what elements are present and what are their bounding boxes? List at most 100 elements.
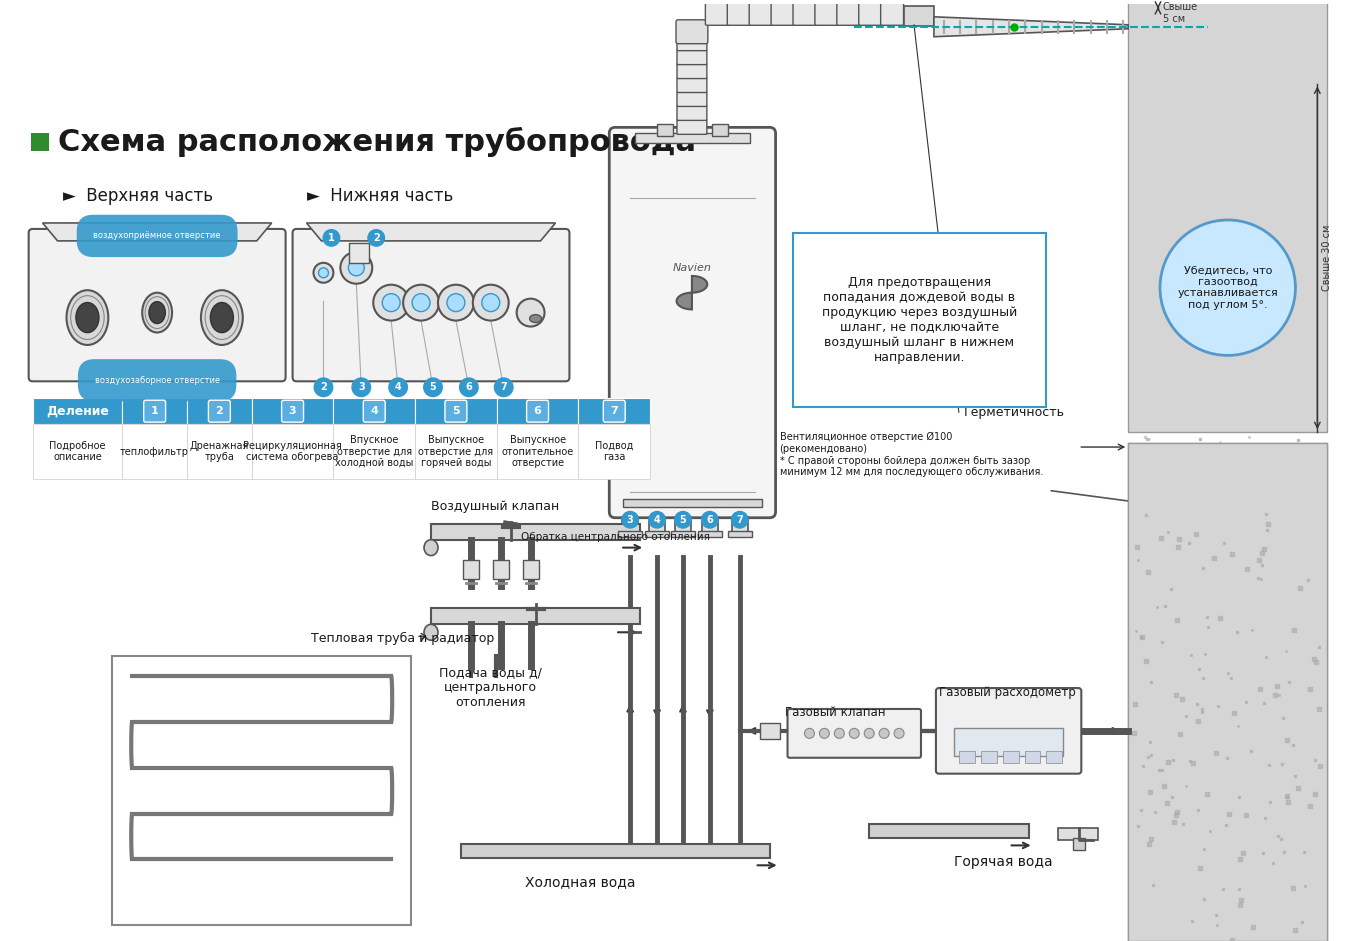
Text: 3: 3 [289, 407, 297, 416]
Bar [1047, 751, 1063, 763]
Text: Подвод
газа: Подвод газа [595, 440, 634, 462]
Bar [712, 124, 727, 136]
FancyBboxPatch shape [881, 0, 904, 25]
Bar [31, 134, 49, 152]
Text: воздухозаборное отверстие: воздухозаборное отверстие [94, 375, 220, 385]
Circle shape [351, 377, 371, 397]
Circle shape [367, 229, 386, 247]
Circle shape [701, 511, 719, 529]
Text: Свыше 30 см: Свыше 30 см [1322, 225, 1333, 291]
Text: 6: 6 [534, 407, 541, 416]
Circle shape [494, 377, 514, 397]
Bar [188, 398, 252, 424]
FancyBboxPatch shape [603, 400, 625, 423]
Circle shape [318, 268, 328, 278]
Circle shape [894, 728, 904, 739]
FancyBboxPatch shape [677, 91, 707, 106]
Bar [32, 424, 123, 479]
Circle shape [473, 285, 509, 321]
Bar [349, 243, 370, 263]
Text: Обратка центрального отопления: Обратка центрального отопления [521, 532, 710, 542]
Text: Navien: Navien [673, 263, 711, 273]
FancyBboxPatch shape [677, 36, 707, 51]
FancyBboxPatch shape [815, 0, 838, 25]
FancyBboxPatch shape [677, 50, 707, 65]
Bar [32, 398, 123, 424]
Text: Рециркуляционная
система обогрева: Рециркуляционная система обогрева [243, 440, 341, 462]
Text: 2: 2 [216, 407, 223, 416]
Text: ►  Нижняя часть: ► Нижняя часть [306, 187, 453, 205]
Circle shape [517, 298, 545, 327]
Bar [579, 424, 650, 479]
Bar [1128, 0, 1327, 432]
Ellipse shape [424, 539, 438, 555]
FancyBboxPatch shape [28, 229, 286, 381]
Circle shape [804, 728, 815, 739]
Bar [649, 517, 665, 536]
Bar [1002, 751, 1018, 763]
Circle shape [340, 252, 372, 284]
Bar [461, 844, 770, 858]
Circle shape [348, 260, 364, 276]
Bar [622, 517, 638, 536]
Bar [123, 398, 188, 424]
Ellipse shape [424, 624, 438, 640]
Text: Для предотвращения
попадания дождевой воды в
продукцию через воздушный
шланг, не: Для предотвращения попадания дождевой во… [822, 276, 1017, 364]
FancyBboxPatch shape [788, 709, 921, 758]
Text: Выпускное
отверстие для
горячей воды: Выпускное отверстие для горячей воды [418, 435, 494, 468]
Text: 2: 2 [320, 382, 326, 392]
Text: 3: 3 [627, 515, 634, 525]
Text: 7: 7 [610, 407, 618, 416]
FancyBboxPatch shape [859, 0, 882, 25]
Circle shape [438, 285, 473, 321]
Text: 6: 6 [465, 382, 472, 392]
Text: Газовый клапан: Газовый клапан [785, 706, 885, 719]
Bar [1128, 443, 1327, 941]
Text: 5: 5 [680, 515, 687, 525]
FancyBboxPatch shape [706, 0, 728, 25]
Bar [188, 424, 252, 479]
Circle shape [880, 728, 889, 739]
Bar [123, 424, 188, 479]
Text: 5: 5 [429, 382, 436, 392]
Bar [670, 531, 695, 536]
FancyBboxPatch shape [836, 0, 859, 25]
Text: Воздушный клапан: Воздушный клапан [432, 501, 560, 513]
FancyBboxPatch shape [677, 64, 707, 78]
Text: Горячая вода: Горячая вода [954, 855, 1054, 869]
Bar [954, 728, 1063, 756]
Bar [522, 560, 538, 580]
Text: 1: 1 [328, 233, 335, 243]
Bar [492, 560, 509, 580]
Text: 5: 5 [452, 407, 460, 416]
Circle shape [403, 285, 438, 321]
Bar [731, 517, 747, 536]
Ellipse shape [530, 314, 541, 323]
Bar [112, 656, 411, 925]
Bar [496, 424, 579, 479]
Text: Подробное
описание: Подробное описание [49, 440, 105, 462]
Bar [759, 723, 780, 739]
Text: Вентиляционное отверстие Ø100
(рекомендовано)
* С правой стороны бойлера должен : Вентиляционное отверстие Ø100 (рекомендо… [780, 432, 1043, 477]
Text: Тепловая труба и радиатор: Тепловая труба и радиатор [312, 631, 495, 645]
Ellipse shape [142, 293, 173, 332]
Text: Убедитесь, что
газоотвод
устанавливается
под углом 5°.: Убедитесь, что газоотвод устанавливается… [1178, 265, 1278, 311]
Bar [981, 751, 997, 763]
Bar [959, 751, 975, 763]
Polygon shape [306, 223, 556, 241]
Circle shape [382, 294, 401, 311]
Circle shape [834, 728, 844, 739]
Bar [674, 517, 691, 536]
Bar [1074, 838, 1086, 851]
FancyBboxPatch shape [677, 77, 707, 92]
Bar [701, 517, 718, 536]
Bar [579, 398, 650, 424]
Bar [869, 824, 1028, 838]
Bar [1128, 443, 1327, 941]
Polygon shape [43, 223, 271, 241]
Bar [697, 531, 722, 536]
Text: Впускное
отверстие для
холодной воды: Впускное отверстие для холодной воды [335, 435, 413, 468]
Bar [792, 233, 1047, 407]
Ellipse shape [66, 290, 108, 345]
Bar [463, 560, 479, 580]
